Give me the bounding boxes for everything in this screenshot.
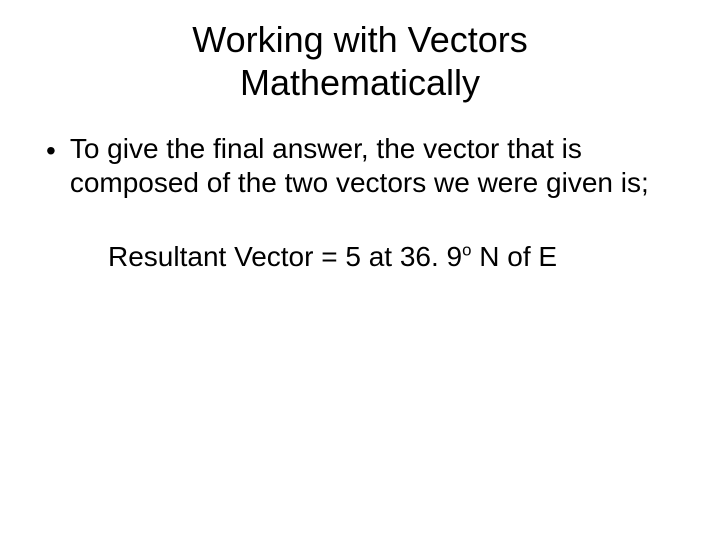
- title-line-2: Mathematically: [240, 62, 480, 103]
- bullet-text: To give the final answer, the vector tha…: [70, 132, 680, 199]
- bullet-marker: •: [46, 134, 56, 168]
- bullet-row: • To give the final answer, the vector t…: [46, 132, 680, 199]
- result-line: Resultant Vector = 5 at 36. 9o N of E: [46, 240, 680, 274]
- title-line-1: Working with Vectors: [192, 19, 527, 60]
- result-suffix: N of E: [471, 241, 557, 272]
- slide-title: Working with Vectors Mathematically: [40, 18, 680, 104]
- result-prefix: Resultant Vector = 5 at 36. 9: [108, 241, 462, 272]
- bullet-block: • To give the final answer, the vector t…: [40, 132, 680, 273]
